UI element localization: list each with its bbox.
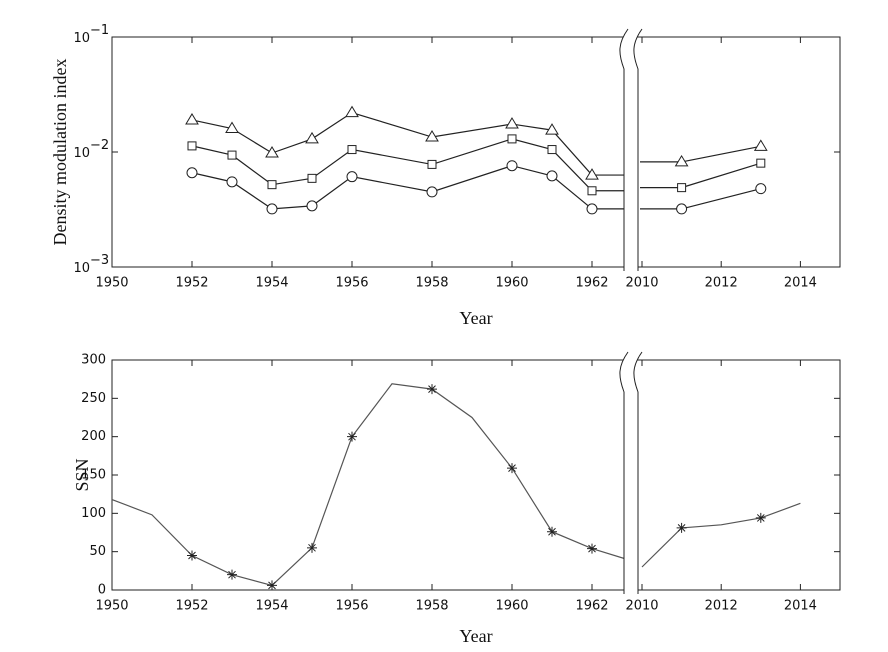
- marker: [587, 543, 597, 554]
- marker: [507, 134, 517, 144]
- marker: [227, 150, 237, 160]
- axis-break-line: [633, 351, 643, 594]
- marker: [187, 141, 197, 151]
- marker: [186, 167, 198, 179]
- y-tick-label: 300: [81, 353, 106, 368]
- x-tick-label: 1954: [255, 276, 288, 291]
- y-tick-label: 10: [73, 146, 90, 161]
- marker: [347, 431, 357, 442]
- y-tick-exponent: −3: [90, 253, 109, 268]
- y-tick-label: 150: [81, 468, 106, 483]
- x-tick-label: 1958: [415, 599, 448, 614]
- y-axis-label: SSN: [72, 458, 92, 491]
- y-tick-label: 10: [73, 31, 90, 46]
- marker: [547, 526, 557, 537]
- y-tick-exponent: −2: [90, 138, 109, 153]
- marker: [546, 170, 558, 182]
- marker: [676, 203, 688, 215]
- x-tick-label: 2010: [625, 599, 658, 614]
- series-line: [111, 383, 801, 587]
- marker: [425, 130, 439, 142]
- x-tick-label: 2012: [705, 599, 738, 614]
- marker: [586, 203, 598, 215]
- panel: 1950 1952 1954 1956 1958 1960 1962 2010 2012 2014…: [50, 23, 841, 328]
- y-tick-label: 250: [81, 391, 106, 406]
- y-tick-label: 10: [73, 261, 90, 276]
- series-line: [191, 138, 761, 192]
- marker: [307, 542, 317, 553]
- x-tick-label: 1950: [95, 276, 128, 291]
- x-tick-label: 1962: [575, 599, 608, 614]
- marker: [185, 112, 199, 125]
- x-tick-label: 1960: [495, 276, 528, 291]
- marker: [753, 139, 768, 151]
- marker: [346, 171, 358, 183]
- marker: [305, 131, 319, 144]
- marker: [225, 121, 239, 134]
- axis-break-line: [633, 28, 643, 271]
- marker: [427, 159, 437, 169]
- marker: [587, 186, 597, 196]
- marker: [226, 176, 238, 188]
- marker: [756, 158, 766, 168]
- x-tick-label: 2010: [625, 276, 658, 291]
- x-tick-label: 2014: [784, 276, 817, 291]
- marker: [345, 105, 359, 118]
- marker: [307, 173, 317, 183]
- marker: [265, 146, 279, 158]
- marker: [677, 183, 687, 193]
- marker: [347, 145, 357, 155]
- x-tick-label: 1950: [95, 599, 128, 614]
- axis-break-line: [619, 28, 629, 271]
- x-tick-label: 1958: [415, 276, 448, 291]
- marker: [545, 123, 559, 135]
- marker: [187, 550, 197, 561]
- marker: [755, 183, 767, 195]
- marker: [267, 180, 277, 190]
- axis-break-fill: [619, 352, 642, 594]
- y-tick-exponent: −1: [90, 23, 109, 38]
- marker: [755, 512, 766, 523]
- y-tick-label: 200: [81, 429, 106, 444]
- y-tick-label: 50: [89, 544, 106, 559]
- marker: [506, 160, 518, 172]
- x-tick-label: 1956: [335, 599, 368, 614]
- axis-break-line: [619, 351, 629, 594]
- x-tick-label: 1952: [175, 599, 208, 614]
- y-tick-base: 10: [73, 146, 90, 161]
- y-tick-base: 10: [73, 31, 90, 46]
- y-tick-base: 10: [73, 261, 90, 276]
- marker: [547, 145, 557, 155]
- marker: [676, 522, 687, 533]
- y-tick-label: 0: [98, 583, 106, 598]
- y-axis-label: Density modulation index: [50, 59, 70, 246]
- x-tick-label: 1954: [255, 599, 288, 614]
- marker: [266, 203, 278, 215]
- x-tick-label: 2012: [705, 276, 738, 291]
- x-tick-label: 1960: [495, 599, 528, 614]
- y-tick-label: 100: [81, 506, 106, 521]
- marker: [306, 200, 318, 212]
- marker: [427, 384, 437, 395]
- marker: [267, 580, 277, 591]
- x-tick-label: 1962: [575, 276, 608, 291]
- marker: [585, 168, 599, 180]
- panel: 1950 1952 1954 1956 1958 1960 1962 2010 2012 2014…: [72, 351, 841, 646]
- x-axis-label: Year: [459, 308, 492, 328]
- marker: [505, 117, 519, 129]
- x-tick-label: 1952: [175, 276, 208, 291]
- axis-break-fill: [619, 29, 642, 271]
- marker: [674, 154, 689, 167]
- x-axis-label: Year: [459, 626, 492, 646]
- x-tick-label: 1956: [335, 276, 368, 291]
- marker: [227, 569, 237, 580]
- marker: [507, 463, 517, 474]
- x-tick-label: 2014: [784, 599, 817, 614]
- plot-frame: [111, 359, 841, 591]
- marker: [426, 186, 438, 198]
